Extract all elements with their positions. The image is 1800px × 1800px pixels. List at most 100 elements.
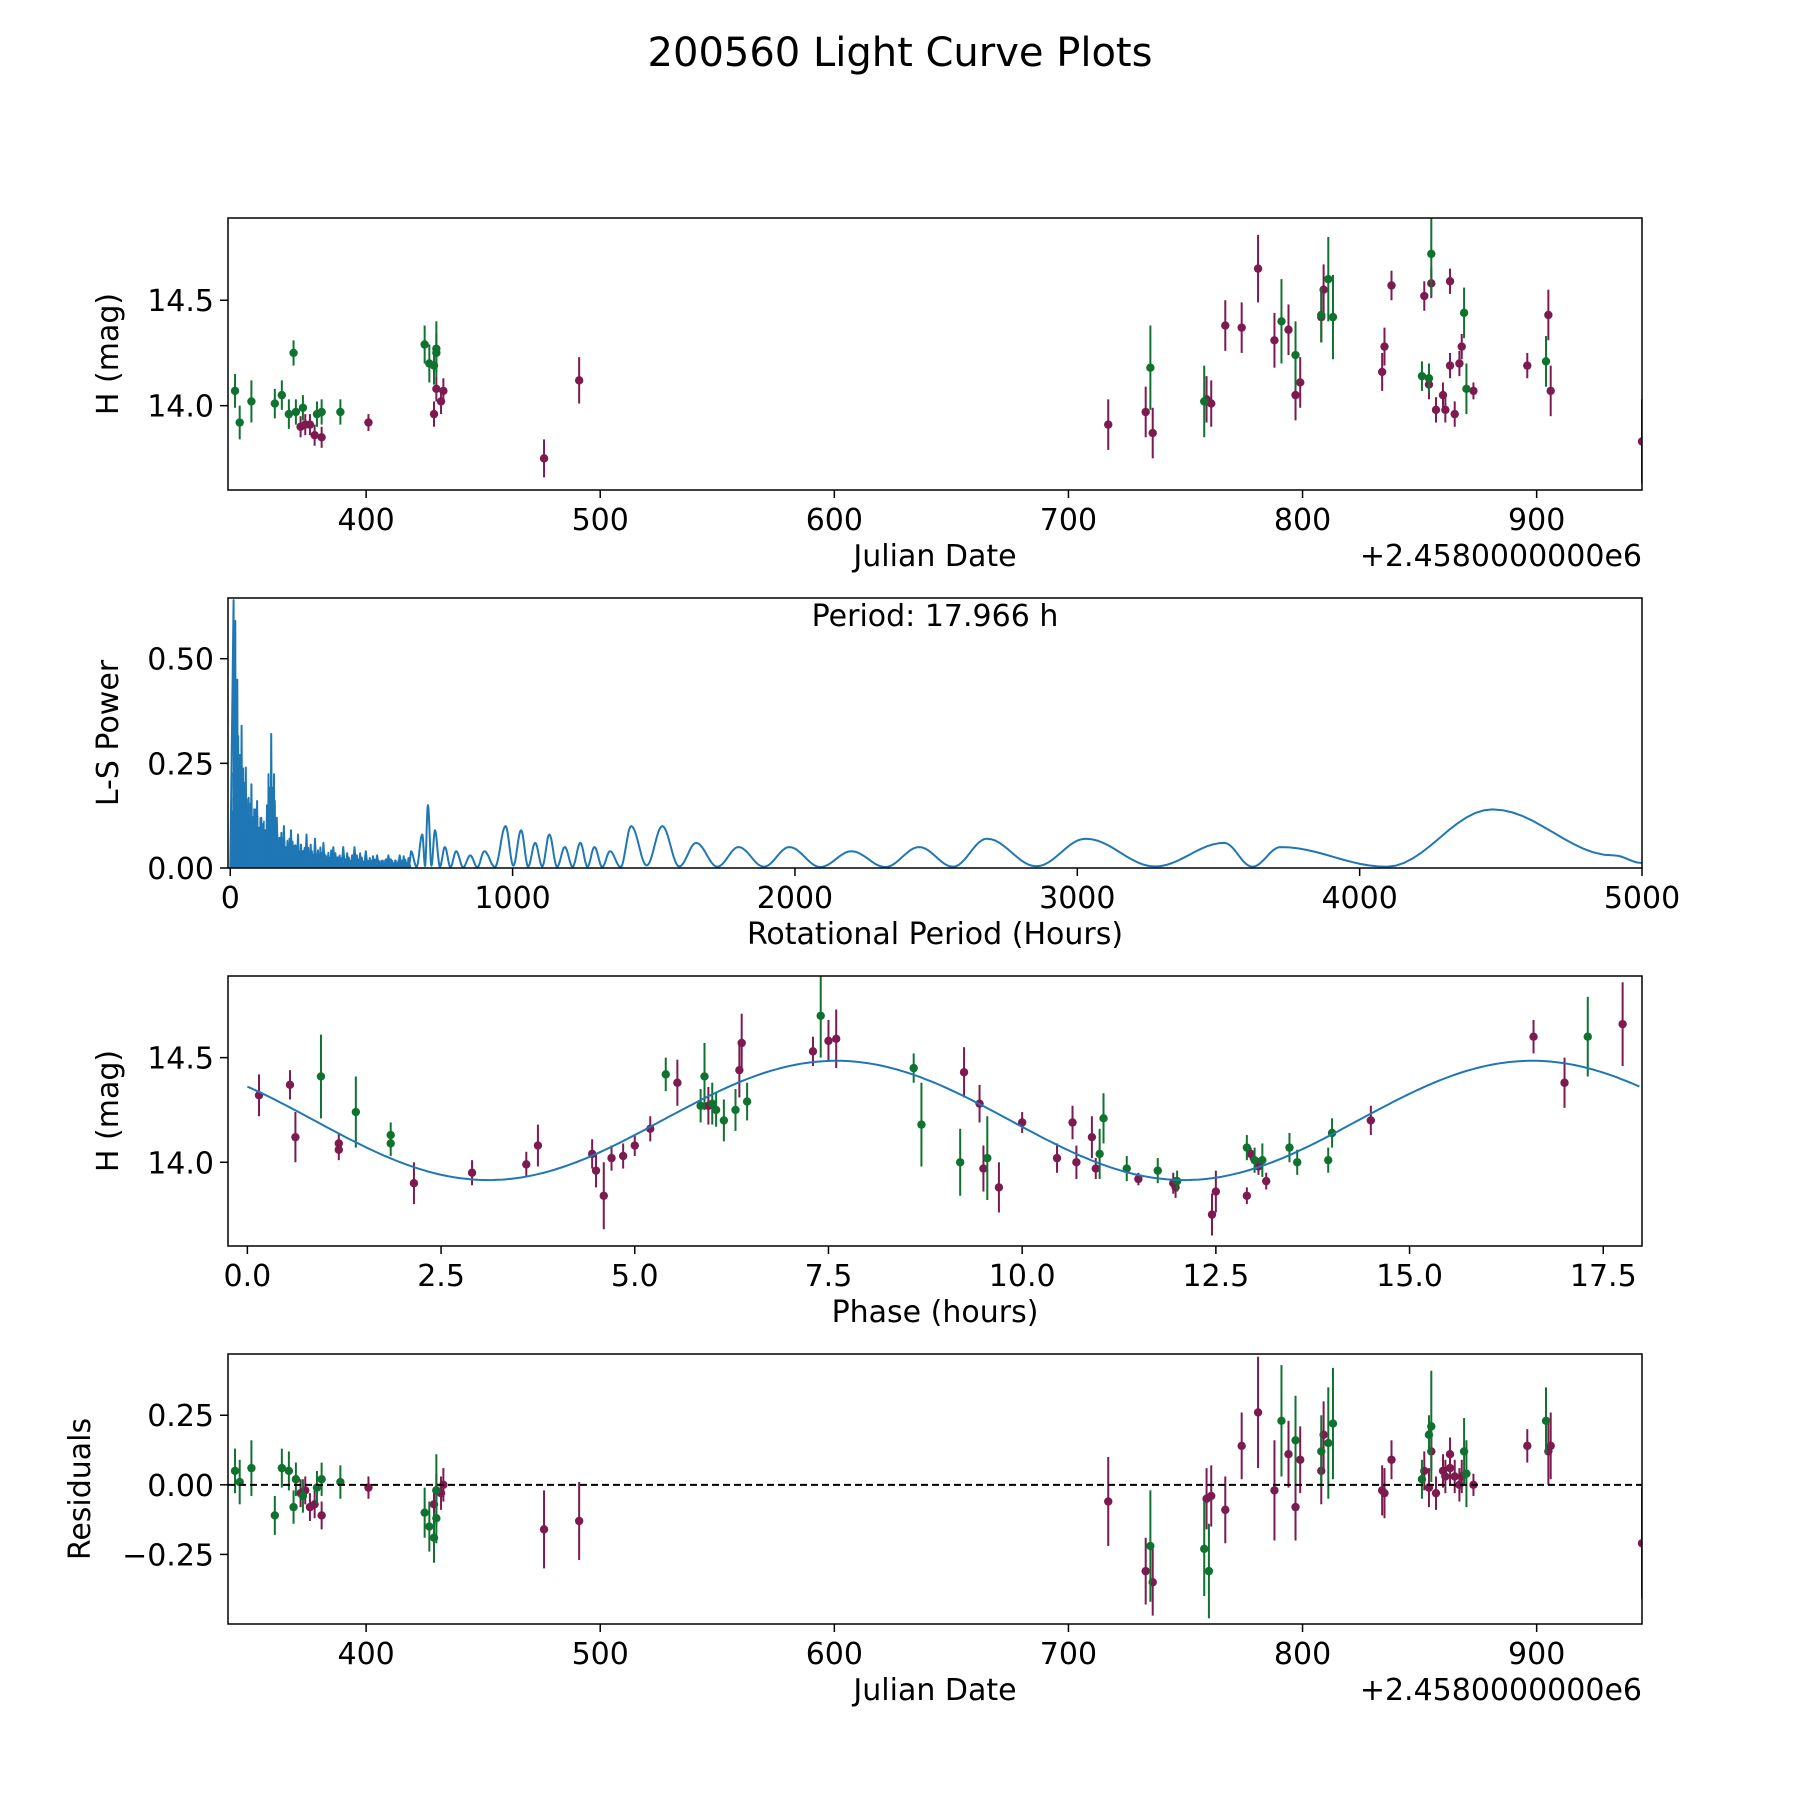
- data-point: [1529, 1032, 1538, 1041]
- data-point: [1277, 317, 1286, 326]
- data-point: [1237, 323, 1246, 332]
- y-tick-label: 0.00: [147, 852, 214, 887]
- x-tick-label: 3000: [1039, 881, 1115, 916]
- data-point: [917, 1120, 926, 1129]
- data-point: [737, 1038, 746, 1048]
- data-point: [1141, 407, 1150, 417]
- data-point: [1237, 1441, 1246, 1451]
- x-axis-label: Julian Date: [851, 1673, 1016, 1708]
- x-tick-label: 800: [1274, 503, 1331, 538]
- data-point: [824, 1036, 833, 1046]
- data-point: [1583, 1032, 1592, 1041]
- data-point: [1317, 310, 1326, 320]
- data-point: [1246, 1149, 1255, 1159]
- data-point: [432, 344, 441, 353]
- data-point: [334, 1139, 343, 1148]
- data-point: [351, 1107, 361, 1117]
- data-point: [979, 1164, 988, 1173]
- data-point: [1242, 1191, 1252, 1200]
- data-point: [1270, 336, 1279, 345]
- data-point: [305, 420, 315, 429]
- y-axis-label: H (mag): [91, 293, 126, 415]
- x-tick-label: 900: [1508, 1637, 1565, 1672]
- data-point: [247, 1463, 256, 1473]
- data-point: [1134, 1174, 1143, 1184]
- data-point: [336, 407, 345, 417]
- data-point: [1104, 1497, 1113, 1506]
- periodogram-line: [229, 599, 1642, 868]
- period-annotation: Period: 17.966 h: [812, 599, 1059, 634]
- data-point: [1052, 1153, 1062, 1163]
- data-point: [298, 1491, 308, 1501]
- x-tick-label: 900: [1508, 503, 1565, 538]
- data-point: [1253, 264, 1263, 273]
- data-point: [316, 1072, 326, 1081]
- data-point: [1258, 1155, 1267, 1165]
- data-series-band-B: [230, 1365, 1551, 1619]
- data-point: [1523, 361, 1532, 370]
- data-point: [539, 454, 549, 463]
- data-point: [618, 1151, 628, 1161]
- y-tick-label: 0.00: [147, 1469, 214, 1504]
- data-point: [420, 1508, 429, 1517]
- data-point: [1441, 1472, 1450, 1481]
- data-point: [1317, 1447, 1326, 1456]
- data-point: [731, 1105, 740, 1115]
- x-axis-label: Phase (hours): [832, 1295, 1039, 1330]
- data-point: [1293, 1158, 1302, 1167]
- data-point: [289, 1502, 298, 1512]
- data-point: [696, 1101, 705, 1110]
- data-point: [1099, 1114, 1108, 1123]
- light-curve-panel: 400 500 600 700 800 900 14.0 14.5 Julian Date H (…: [91, 217, 1643, 574]
- phased-curve-panel: 0.0 2.5 5.0 7.5 10.0 12.5 15.0 17.5 14.0 14.5 Phas…: [91, 975, 1643, 1330]
- data-point: [700, 1072, 709, 1081]
- y-axis-label: L-S Power: [91, 659, 126, 806]
- data-point: [1445, 361, 1455, 370]
- data-point: [298, 403, 308, 412]
- data-point: [742, 1097, 752, 1106]
- data-point: [1366, 1116, 1376, 1125]
- data-point: [1207, 1491, 1216, 1501]
- data-point: [1324, 1438, 1333, 1448]
- data-point: [816, 1011, 825, 1020]
- data-point: [959, 1068, 969, 1077]
- x-tick-label: 10.0: [989, 1259, 1056, 1294]
- x-tick-label: 500: [572, 1637, 629, 1672]
- data-point: [994, 1183, 1004, 1192]
- data-point: [1328, 1419, 1338, 1428]
- data-point: [1291, 1502, 1300, 1512]
- y-tick-label: 0.50: [147, 643, 214, 678]
- plot-area: [228, 1356, 1642, 1619]
- data-point: [270, 399, 280, 408]
- data-point: [1200, 397, 1209, 406]
- data-series-band-A: [296, 234, 1642, 484]
- y-axis-label: H (mag): [91, 1050, 126, 1172]
- y-tick-label: 14.0: [147, 1146, 214, 1181]
- data-point: [432, 1486, 441, 1495]
- data-point: [230, 1466, 240, 1476]
- data-point: [1431, 1488, 1441, 1498]
- data-point: [317, 1511, 326, 1520]
- data-point: [439, 386, 448, 396]
- data-point: [1462, 1469, 1471, 1478]
- data-point: [1324, 274, 1333, 284]
- data-series-band-A: [254, 982, 1627, 1236]
- x-axis-label: Rotational Period (Hours): [747, 917, 1123, 952]
- data-point: [1431, 405, 1441, 415]
- data-point: [539, 1525, 549, 1534]
- data-point: [1424, 374, 1434, 383]
- model-fit-curve: [246, 1059, 1640, 1182]
- data-point: [386, 1130, 395, 1140]
- data-point: [317, 433, 326, 442]
- data-point: [1277, 1416, 1286, 1426]
- data-series-band-A: [296, 1356, 1642, 1616]
- data-point: [1328, 312, 1338, 322]
- axes-frame: [227, 1353, 1643, 1625]
- y-axis-label: Residuals: [63, 1418, 98, 1560]
- y-tick-label: 14.0: [147, 390, 214, 425]
- plot-area: [246, 976, 1640, 1236]
- data-point: [1146, 363, 1155, 372]
- data-point: [1455, 359, 1464, 368]
- data-point: [1377, 367, 1387, 377]
